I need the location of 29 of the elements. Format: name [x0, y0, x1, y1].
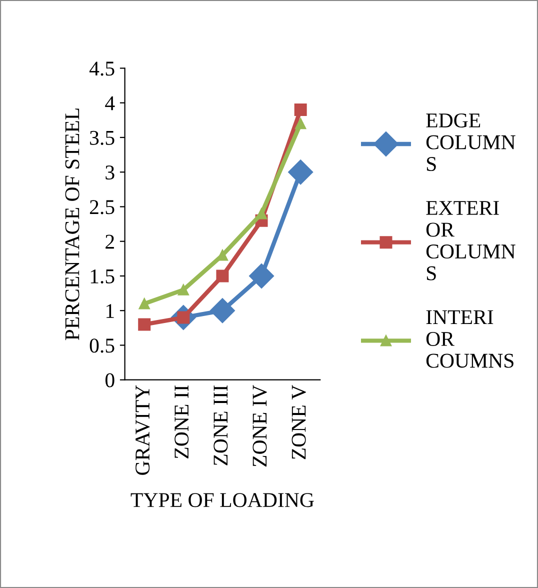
point — [210, 298, 235, 324]
y-tick-label: 4 — [105, 96, 115, 110]
y-tick-label: 2.5 — [90, 200, 114, 214]
point — [178, 284, 189, 296]
legend-label: INTERIOR COUMNS — [426, 310, 514, 368]
y-tick-label: 2 — [106, 234, 114, 249]
y-tick-label: 0.5 — [90, 338, 114, 353]
point — [138, 318, 151, 331]
y-tick-label: 0 — [105, 373, 114, 388]
x-tick-label: ZONE V — [292, 384, 306, 460]
y-axis-title: PERCENTAGE OF STEEL — [65, 108, 80, 340]
y-tick-label: 1.5 — [90, 269, 114, 284]
point — [216, 270, 229, 282]
x-axis-title: TYPE OF LOADING — [130, 493, 314, 508]
x-tick-label: ZONE III — [214, 385, 228, 466]
x-tick-label: ZONE IV — [252, 384, 267, 466]
point — [295, 118, 306, 130]
point — [138, 298, 150, 310]
y-tick-label: 1 — [106, 304, 114, 318]
point — [294, 104, 307, 116]
legend-label: EXTERIOR COLUMNS — [426, 201, 516, 280]
point — [249, 263, 274, 288]
legend-label: EDGE COLUMNS — [426, 113, 516, 172]
y-tick-label: 3.5 — [90, 130, 114, 145]
y-tick-label: 4.5 — [89, 62, 114, 76]
y-tick-label: 3 — [106, 166, 114, 180]
x-tick-label: GRAVITY — [136, 385, 150, 475]
x-tick-label: ZONE II — [174, 385, 189, 458]
point — [288, 160, 314, 185]
